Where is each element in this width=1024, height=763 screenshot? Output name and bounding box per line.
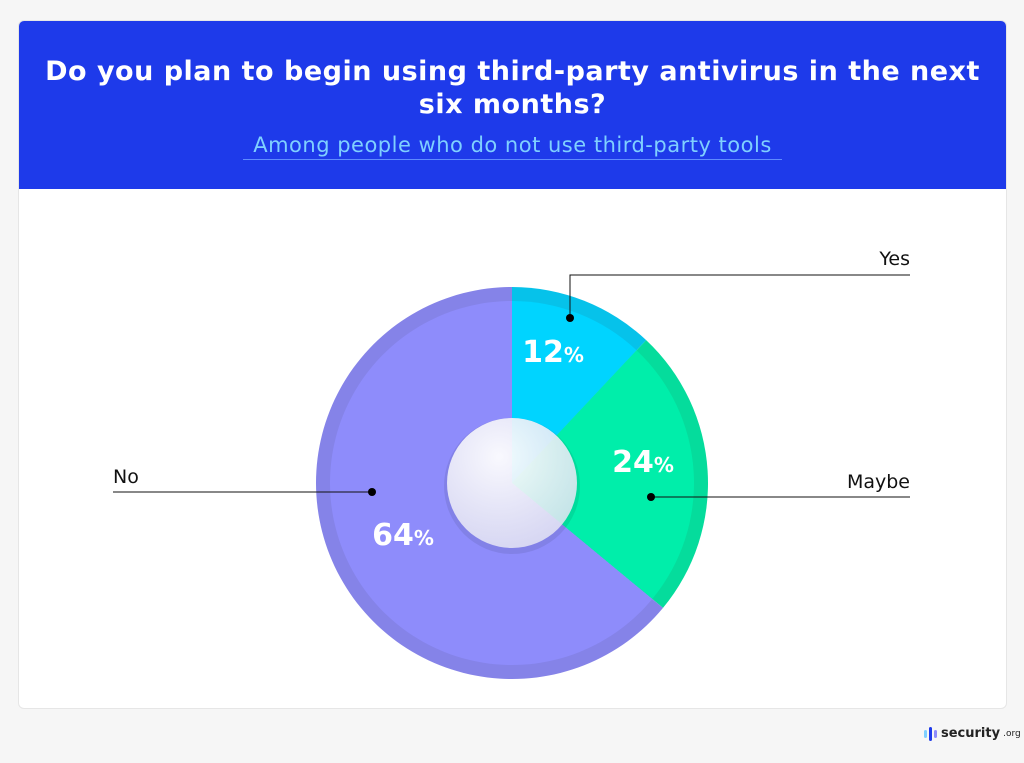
leader-line-yes: [569, 274, 910, 318]
slice-label-yes: Yes: [878, 248, 910, 270]
leader-dot-yes: [566, 314, 574, 322]
slice-label-no: No: [113, 466, 139, 488]
security-org-logo: security .org: [924, 726, 1021, 741]
leader-dot-maybe: [647, 493, 655, 501]
center-circle: [447, 418, 577, 548]
value-label-yes: 12%: [522, 335, 584, 370]
chart-subtitle: Among people who do not use third-party …: [243, 133, 782, 160]
logo-text: security: [941, 726, 1001, 741]
logo-suffix: .org: [1003, 728, 1021, 739]
leader-dot-no: [368, 488, 376, 496]
chart-title: Do you plan to begin using third-party a…: [45, 56, 980, 120]
pie-slice-maybe: [512, 350, 694, 600]
slice-label-maybe: Maybe: [847, 471, 910, 493]
logo-icon: [924, 726, 937, 741]
chart-header: Do you plan to begin using third-party a…: [19, 21, 1006, 189]
